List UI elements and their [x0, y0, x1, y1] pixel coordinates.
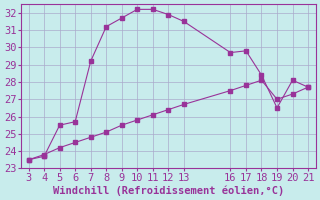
X-axis label: Windchill (Refroidissement éolien,°C): Windchill (Refroidissement éolien,°C) — [53, 185, 284, 196]
